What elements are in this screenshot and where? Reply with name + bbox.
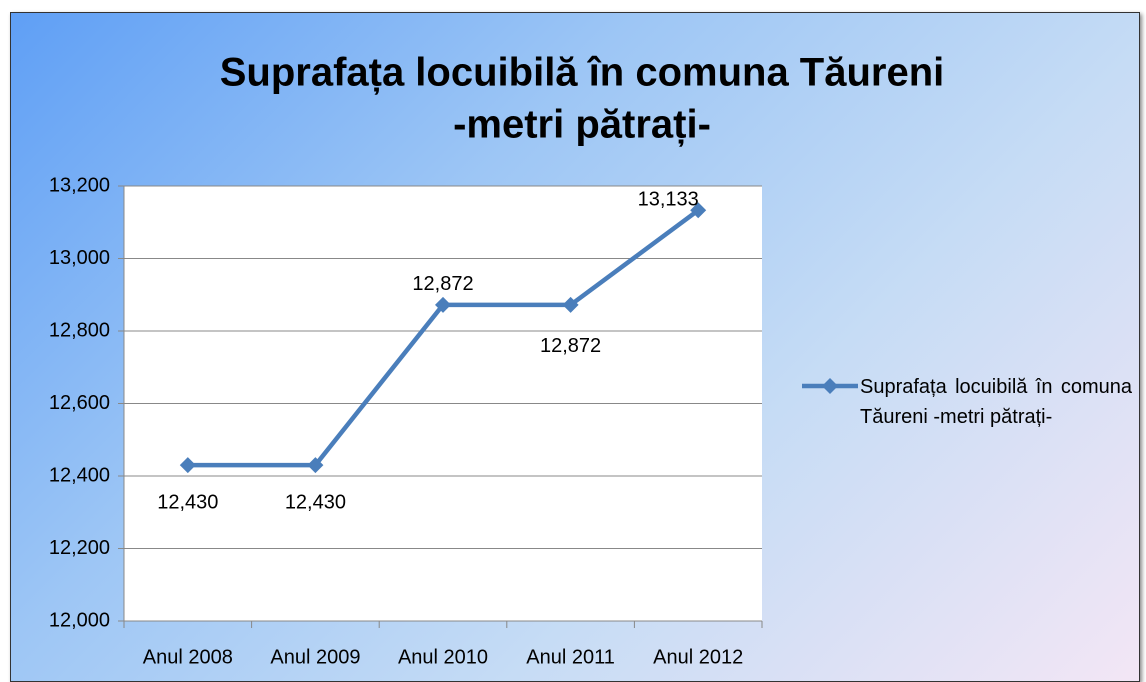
marker (307, 457, 324, 474)
y-tick-label: 12,800 (49, 319, 110, 341)
marker (562, 296, 579, 313)
y-tick-label: 12,600 (49, 392, 110, 414)
marker (179, 457, 196, 474)
data-label: 12,872 (412, 273, 473, 295)
legend-marker (822, 378, 838, 394)
y-tick-label: 13,000 (49, 247, 110, 269)
data-label: 12,872 (540, 335, 601, 357)
data-label: 13,133 (638, 189, 699, 211)
y-tick-label: 13,200 (49, 174, 110, 196)
marker (435, 296, 451, 313)
legend-label: Suprafața locuibilă în comuna Tăureni -m… (860, 376, 1132, 428)
y-tick-label: 12,000 (49, 609, 110, 631)
y-tick-label: 12,200 (49, 537, 110, 559)
chart-title: -metri pătrați- (453, 103, 711, 147)
x-tick-label: Anul 2011 (526, 646, 615, 668)
y-tick-label: 12,400 (49, 464, 110, 486)
x-tick-label: Anul 2009 (270, 646, 360, 668)
data-label: 12,430 (157, 491, 218, 513)
data-label: 12,430 (285, 491, 346, 513)
marker (690, 202, 707, 219)
chart-title: Suprafața locuibilă în comuna Tăureni (220, 51, 945, 95)
x-tick-label: Anul 2010 (398, 646, 488, 668)
x-tick-label: Anul 2008 (143, 646, 233, 668)
x-tick-label: Anul 2012 (653, 646, 743, 668)
